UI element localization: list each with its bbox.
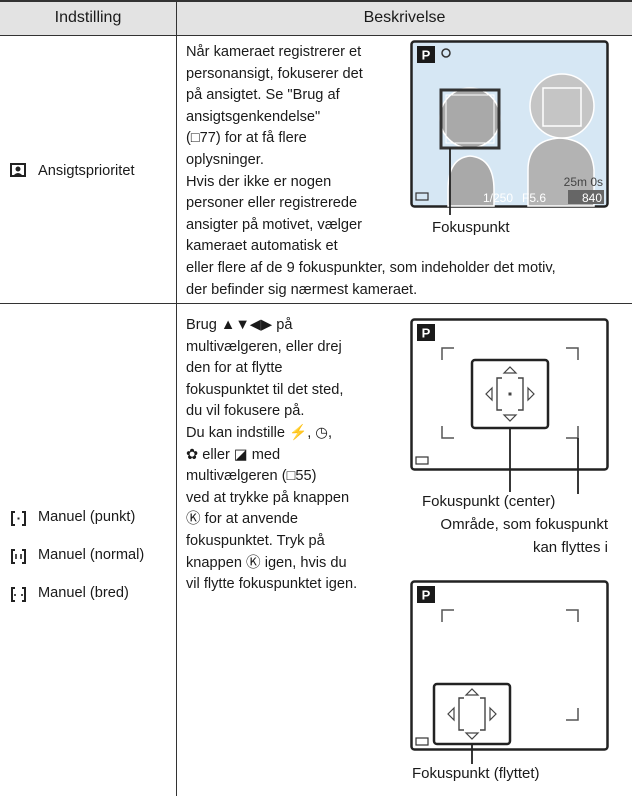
shutter: 1/250 [483, 191, 513, 205]
setting-name: Manuel (bred) [38, 585, 129, 602]
aperture: F5.6 [522, 191, 546, 205]
description-line: personer eller registrerede [186, 195, 358, 212]
description-line: du vil fokusere på. [186, 403, 305, 420]
wide-icon [11, 587, 26, 602]
figure-caption: Fokuspunkt [432, 219, 510, 236]
description-line: Ⓚ for at anvende [186, 511, 298, 528]
setting-name: Manuel (normal) [38, 547, 145, 564]
rule [0, 0, 632, 2]
camera-screen: P [410, 580, 609, 764]
rule [0, 35, 632, 36]
description-line: personansigt, fokuserer det [186, 65, 363, 82]
description-line: kameraet automatisk et [186, 238, 338, 255]
description-line: ansigtsgenkendelse" [186, 108, 321, 125]
description-line: oplysninger. [186, 152, 264, 168]
description-line: Du kan indstille ⚡, ◷, [186, 425, 333, 441]
rule [0, 303, 632, 304]
mode-label: P [422, 326, 431, 341]
column-divider [176, 0, 177, 796]
description-line: vil flytte fokuspunktet igen. [186, 576, 358, 593]
description-line: multivælgeren, eller drej [186, 338, 342, 355]
description-line: ved at trykke på knappen [186, 489, 350, 506]
shot-count: 840 [582, 191, 602, 205]
setting-name: Manuel (punkt) [38, 509, 136, 526]
normal-icon [11, 549, 26, 564]
description-line: (□77) for at få flere [186, 130, 307, 147]
remaining-time: 25m 0s [564, 175, 603, 189]
description-line: Hvis der ikke er nogen [186, 173, 332, 190]
figure-caption: Område, som fokuspunkt [440, 516, 608, 533]
description-line: fokuspunktet til det sted, [186, 381, 344, 398]
setting-name: Ansigtsprioritet [38, 163, 135, 180]
mode-label: P [422, 588, 431, 603]
column-header: Indstilling [54, 9, 122, 26]
description-line: Når kameraet registrerer et [186, 44, 362, 60]
description-line: på ansigtet. Se "Brug af [186, 87, 340, 104]
face-icon [10, 163, 26, 177]
camera-screen: P [410, 318, 609, 494]
description-line: ansigter på motivet, vælger [186, 216, 363, 233]
description-line: der befinder sig nærmest kameraet. [186, 281, 418, 298]
mode-label: P [422, 48, 431, 63]
header-background [0, 0, 632, 36]
figure-caption: kan flyttes i [532, 539, 608, 556]
point-icon [11, 511, 26, 526]
description-line: fokuspunktet. Tryk på [186, 533, 325, 549]
figure-caption: Fokuspunkt (flyttet) [412, 765, 540, 782]
description-line: den for at flytte [186, 360, 283, 377]
column-header: Beskrivelse [363, 9, 446, 26]
camera-screen: P 1/250 F5.6 25m 0s 840 [410, 40, 609, 215]
figure-caption: Fokuspunkt (center) [422, 493, 556, 510]
description-line: Brug ▲▼◀▶ på [186, 317, 293, 333]
description-line: knappen Ⓚ igen, hvis du [186, 554, 347, 571]
description-line: multivælgeren (□55) [186, 468, 317, 485]
description-line: ✿ eller ◪ med [186, 446, 281, 463]
description-line: eller flere af de 9 fokuspunkter, som in… [186, 260, 556, 276]
